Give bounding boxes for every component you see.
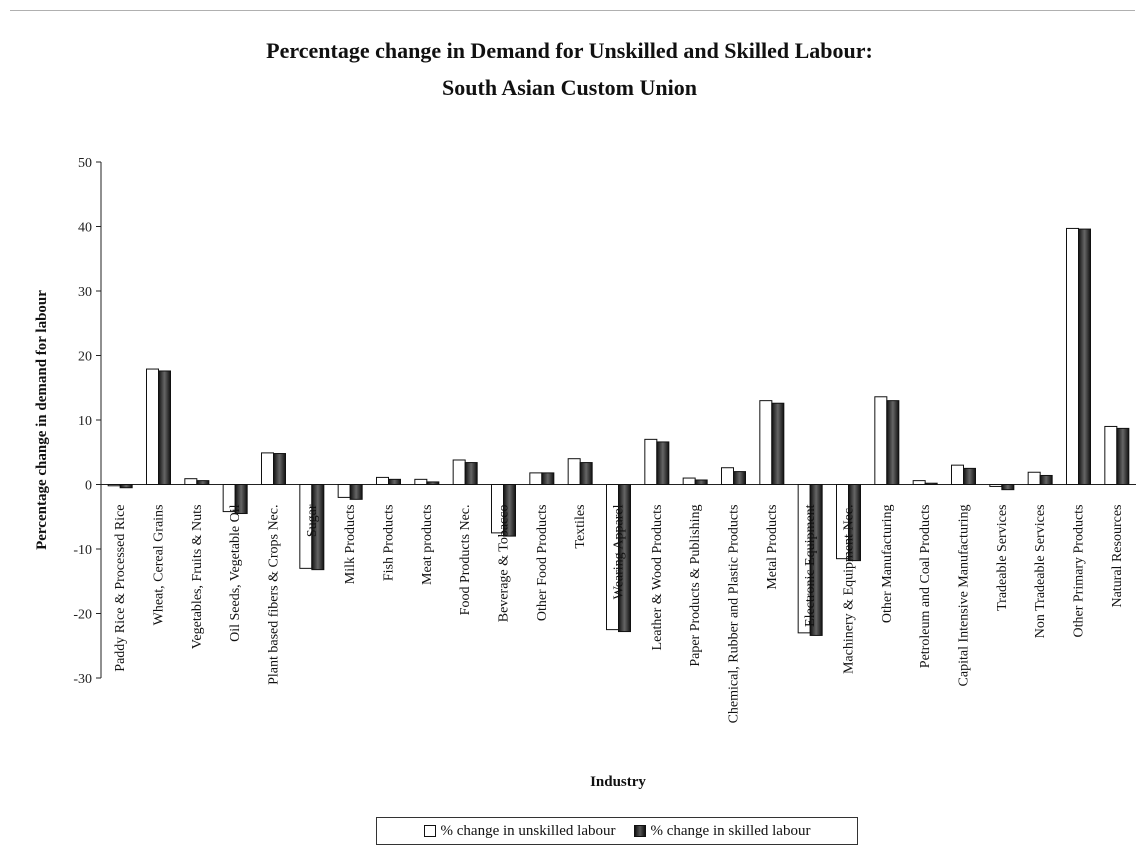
bar-skilled: [234, 484, 248, 515]
category-label: Plant based fibers & Crops Nec.: [267, 505, 282, 685]
category-label: Tradeable Services: [995, 505, 1010, 611]
category-label: Wheat, Cereal Grains: [152, 505, 167, 626]
bar-skilled: [1001, 484, 1015, 491]
bar-skilled: [886, 400, 900, 485]
y-tick-label: 20: [78, 350, 92, 365]
category-label: Fish Products: [382, 505, 397, 582]
category-label: Food Products Nec.: [458, 505, 473, 616]
bar-unskilled: [951, 464, 964, 485]
category-labels: Paddy Rice & Processed Rice Wheat, Cereal…: [113, 504, 1125, 723]
bar-skilled: [196, 480, 210, 486]
bar-skilled: [733, 471, 746, 486]
category-label: Oil Seeds, Vegetable Oil: [228, 504, 243, 641]
chart-frame: [10, 10, 1135, 849]
bar-skilled: [1039, 474, 1053, 486]
bar-unskilled: [184, 478, 198, 486]
bar-unskilled: [376, 476, 389, 485]
legend-item-skilled: % change in skilled labour: [633, 822, 811, 840]
y-axis-title: Percentage change in demand for labour: [34, 290, 50, 550]
bar-skilled: [1116, 427, 1130, 486]
bar-skilled: [771, 402, 785, 486]
y-tick-label: 40: [78, 221, 92, 236]
bar-skilled: [809, 484, 823, 636]
bar-unskilled: [912, 480, 926, 486]
bar-skilled: [464, 462, 478, 486]
legend-label-unskilled: % change in unskilled labour: [440, 822, 616, 839]
category-label: Metal Products: [765, 505, 780, 590]
bar-skilled: [349, 484, 363, 500]
category-label: Other Manufacturing: [880, 505, 895, 624]
category-label: Paddy Rice & Processed Rice: [113, 505, 128, 672]
legend-label-skilled: % change in skilled labour: [650, 822, 811, 839]
bar-skilled: [388, 478, 401, 485]
category-label: Machinery & Equipment Nec.: [842, 505, 857, 675]
bar-unskilled: [1066, 227, 1079, 485]
bar-unskilled: [644, 438, 658, 486]
legend-item-unskilled: % change in unskilled labour: [423, 822, 616, 840]
bar-unskilled: [1104, 425, 1118, 486]
bar-unskilled: [261, 452, 274, 485]
category-label: Milk Products: [343, 505, 358, 585]
bar-unskilled: [721, 467, 734, 486]
category-label: Electronic Equipment: [803, 504, 818, 627]
skilled-swatch-icon: [633, 825, 646, 837]
bar-unskilled: [682, 477, 696, 485]
bar-skilled: [924, 482, 938, 485]
category-label: Chemical, Rubber and Plastic Products: [727, 505, 742, 724]
bar-skilled: [119, 484, 133, 489]
bar-unskilled: [337, 484, 351, 498]
y-tick-label: -10: [73, 543, 92, 558]
chart-subtitle: South Asian Custom Union: [442, 75, 697, 100]
category-label: Capital Intensive Manufacturing: [957, 505, 972, 687]
category-label: Other Primary Products: [1072, 505, 1087, 638]
bar-unskilled: [146, 368, 159, 486]
bar-skilled: [503, 484, 516, 537]
x-axis-title: Industry: [590, 774, 646, 790]
bar-unskilled: [1027, 471, 1041, 485]
bar-unskilled: [107, 484, 121, 487]
bar-unskilled: [414, 478, 428, 485]
bar-unskilled: [989, 484, 1003, 487]
bar-skilled: [963, 467, 976, 485]
bar-skilled: [158, 370, 171, 486]
bar-unskilled: [529, 472, 543, 486]
bar-skilled: [656, 441, 670, 485]
y-tick-label: 30: [78, 285, 92, 300]
y-tick-label: -20: [73, 608, 92, 623]
y-tick-label: 0: [85, 479, 92, 494]
category-label: Wearing Apparel: [612, 504, 627, 599]
category-label: Paper Products & Publishing: [688, 505, 703, 667]
y-tick-label: -30: [73, 672, 92, 687]
chart-title: Percentage change in Demand for Unskille…: [266, 38, 873, 63]
category-label: Sugar: [305, 504, 320, 537]
bar-skilled: [848, 484, 861, 562]
category-label: Other Food Products: [535, 505, 550, 622]
bar-skilled: [541, 472, 555, 486]
bar-skilled: [694, 479, 708, 485]
bar-skilled: [311, 484, 325, 571]
legend: % change in unskilled labour % change in…: [376, 817, 858, 845]
bar-skilled: [618, 484, 631, 633]
y-tick-label: 50: [78, 156, 92, 171]
category-label: Leather & Wood Products: [650, 505, 665, 651]
bar-unskilled: [874, 396, 888, 485]
bar-skilled: [426, 481, 440, 486]
category-label: Petroleum and Coal Products: [918, 505, 933, 669]
bar-skilled: [273, 453, 286, 486]
category-label: Natural Resources: [1110, 505, 1125, 608]
category-label: Meat products: [420, 505, 435, 585]
category-label: Beverage & Tobacco: [497, 505, 512, 623]
bars: [107, 227, 1130, 636]
bar-unskilled: [759, 400, 773, 485]
y-tick-label: 10: [78, 414, 92, 429]
bar-unskilled: [567, 458, 581, 486]
unskilled-swatch-icon: [423, 825, 436, 837]
bar-skilled: [579, 462, 593, 486]
category-label: Textiles: [573, 505, 588, 549]
bar-skilled: [1078, 228, 1091, 485]
category-label: Vegetables, Fruits & Nuts: [190, 505, 205, 650]
bar-unskilled: [452, 459, 466, 485]
category-label: Non Tradeable Services: [1033, 505, 1048, 639]
